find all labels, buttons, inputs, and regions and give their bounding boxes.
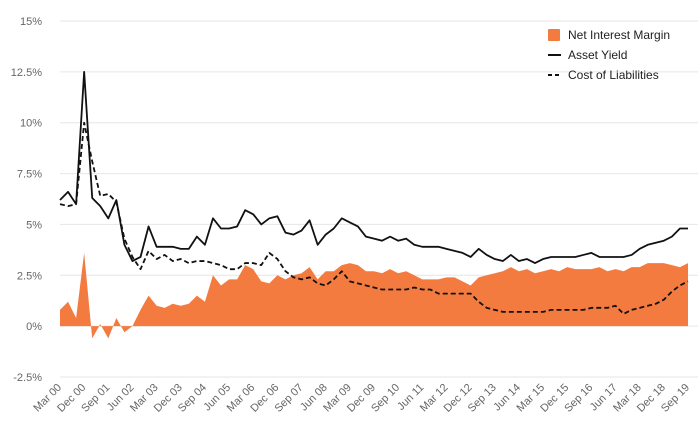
y-tick-label: -2.5% (13, 372, 42, 384)
series-net-interest-margin-area (60, 252, 688, 339)
legend-label-net-interest-margin: Net Interest Margin (568, 28, 670, 42)
y-tick-label: 0% (26, 321, 42, 333)
y-tick-label: 5% (26, 219, 42, 231)
series-asset-yield-line (59, 70, 688, 264)
y-tick-label: 10% (20, 118, 42, 130)
y-tick-label: 15% (20, 16, 42, 28)
legend-swatch-net-interest-margin (548, 29, 560, 41)
legend-label-asset-yield: Asset Yield (568, 48, 627, 62)
legend: Net Interest Margin Asset Yield Cost of … (548, 28, 670, 82)
legend-label-cost-of-liabilities: Cost of Liabilities (568, 68, 659, 82)
y-tick-label: 12.5% (11, 67, 42, 79)
line-layer (59, 70, 689, 315)
y-axis-ticks: -2.5% 0% 2.5% 5% 7.5% 10% 12.5% 15% (11, 16, 42, 384)
series-cost-of-liabilities-line (59, 121, 689, 315)
nim-area-layer (60, 252, 688, 339)
y-tick-label: 2.5% (17, 270, 42, 282)
y-tick-label: 7.5% (17, 169, 42, 181)
